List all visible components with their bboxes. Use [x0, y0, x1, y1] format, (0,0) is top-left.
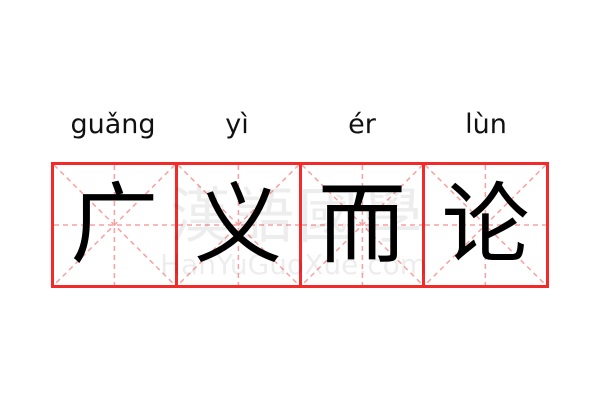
pinyin-1: guǎng: [70, 109, 156, 140]
cell-guide-lines: [178, 165, 299, 285]
pinyin-2: yì: [225, 109, 249, 140]
watermark-latin: HanYuGuoXue.com: [160, 248, 428, 281]
guide-line: [178, 165, 299, 285]
cell-guide-lines: [302, 165, 423, 285]
cell-guide-lines: [54, 165, 175, 285]
guide-line: [302, 165, 423, 285]
grid-cell-4: 论: [425, 165, 546, 285]
grid-cell-2: 义: [178, 165, 302, 285]
pinyin-3: ér: [348, 109, 376, 140]
character-grid: 广 义 而 论: [51, 162, 549, 288]
watermark-chinese: 漢語國學: [170, 182, 426, 252]
guide-line: [54, 165, 175, 285]
character-2: 义: [194, 173, 283, 276]
cell-guide-lines: [425, 165, 546, 285]
character-3: 而: [317, 173, 406, 276]
grid-cell-3: 而: [302, 165, 426, 285]
grid-cell-1: 广: [54, 165, 178, 285]
guide-line: [425, 165, 546, 285]
character-4: 论: [441, 173, 530, 276]
pinyin-4: lùn: [465, 109, 507, 140]
character-1: 广: [70, 173, 159, 276]
